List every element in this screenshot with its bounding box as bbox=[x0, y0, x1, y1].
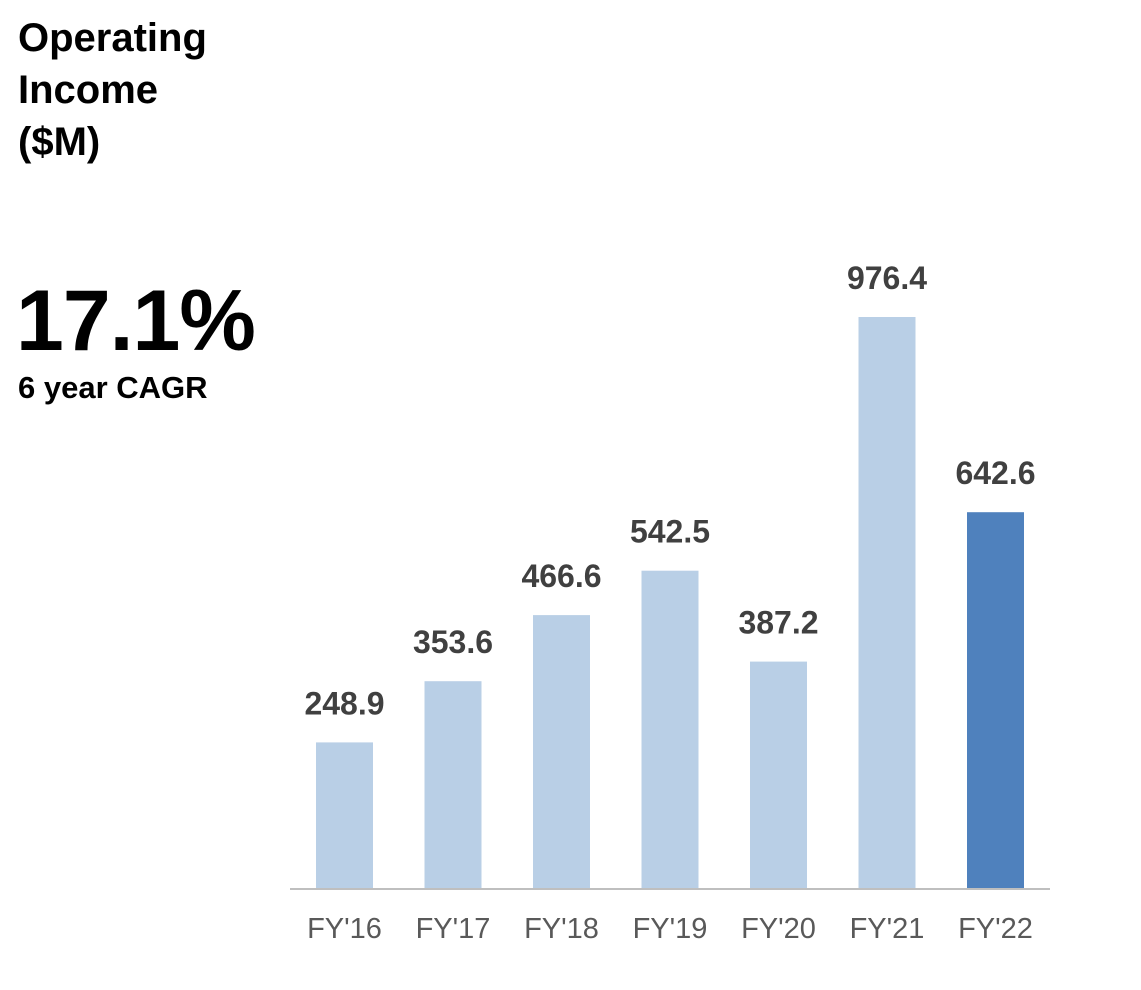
data-label-FY'16: 248.9 bbox=[304, 685, 384, 721]
data-label-FY'18: 466.6 bbox=[521, 558, 601, 594]
x-tick-label-FY'19: FY'19 bbox=[633, 913, 708, 945]
data-label-FY'21: 976.4 bbox=[847, 260, 927, 296]
bar-FY'22 bbox=[967, 512, 1024, 888]
data-label-FY'20: 387.2 bbox=[738, 605, 818, 641]
title-line-2: Income bbox=[18, 68, 159, 112]
x-tick-label-group: FY'16 FY'17 FY'18 FY'19 FY'20 FY'21 FY'22 bbox=[307, 913, 1033, 945]
title-line-1: Operating bbox=[18, 16, 207, 60]
chart-title: Operating Income ($M) bbox=[18, 12, 207, 168]
bar-FY'21 bbox=[858, 317, 916, 888]
x-tick-label-FY'21: FY'21 bbox=[850, 913, 925, 945]
bar-FY'18 bbox=[533, 615, 590, 888]
data-label-FY'17: 353.6 bbox=[413, 624, 493, 660]
data-label-group: 248.9 353.6 466.6 542.5 387.2 976.4 642.6 bbox=[304, 260, 1035, 721]
title-line-3: ($M) bbox=[18, 120, 101, 164]
cagr-value: 17.1% bbox=[16, 273, 256, 369]
cagr-label: 6 year CAGR bbox=[18, 370, 208, 405]
x-tick-label-FY'18: FY'18 bbox=[524, 913, 599, 945]
x-tick-label-FY'16: FY'16 bbox=[307, 913, 382, 945]
bar-group bbox=[316, 317, 1024, 888]
data-label-FY'19: 542.5 bbox=[630, 514, 710, 550]
x-tick-label-FY'20: FY'20 bbox=[741, 913, 816, 945]
bar-FY'17 bbox=[424, 681, 482, 888]
bar-FY'19 bbox=[641, 570, 699, 888]
x-tick-label-FY'22: FY'22 bbox=[958, 913, 1033, 945]
data-label-FY'22: 642.6 bbox=[955, 455, 1035, 491]
bar-FY'20 bbox=[750, 661, 807, 888]
x-tick-label-FY'17: FY'17 bbox=[416, 913, 491, 945]
bar-FY'16 bbox=[316, 742, 373, 888]
